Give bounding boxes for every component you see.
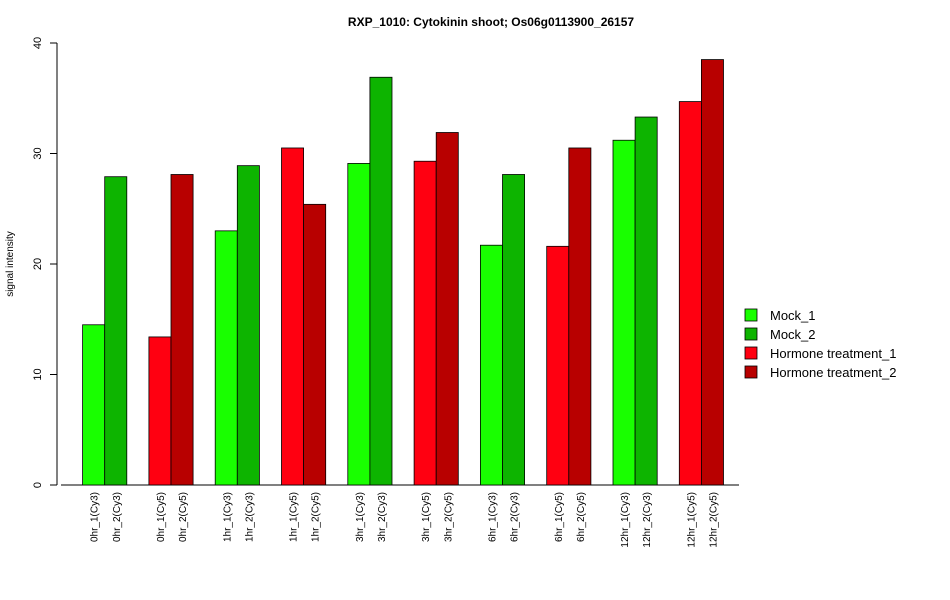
x-tick-label: 12hr_2(Cy5) (708, 492, 719, 548)
y-axis: 0 10 20 30 40 (32, 37, 58, 488)
bar (170, 174, 194, 486)
legend-swatch (744, 327, 758, 341)
y-tick-label: 0 (32, 482, 44, 488)
x-tick-label: 6hr_2(Cy3) (510, 492, 521, 542)
y-tick-label: 30 (32, 147, 44, 159)
bar (236, 165, 260, 486)
legend-label: Hormone treatment_1 (770, 346, 896, 361)
legend-label: Hormone treatment_2 (770, 365, 896, 380)
legend-swatch (744, 346, 758, 360)
x-tick-label: 3hr_1(Cy5) (421, 492, 432, 542)
x-tick-label: 1hr_1(Cy5) (289, 492, 300, 542)
bar (546, 245, 570, 486)
bar (347, 163, 371, 486)
x-tick-label: 3hr_2(Cy5) (443, 492, 454, 542)
x-tick-label: 12hr_2(Cy3) (642, 492, 653, 548)
x-tick-label: 0hr_1(Cy5) (156, 492, 167, 542)
y-tick-label: 20 (32, 258, 44, 270)
x-tick-label: 6hr_1(Cy3) (487, 492, 498, 542)
bar (568, 147, 592, 486)
bar (82, 324, 106, 486)
bar (148, 336, 172, 486)
y-tick-label: 40 (32, 37, 44, 49)
bar (413, 160, 437, 486)
bar (369, 76, 393, 486)
y-axis-label: signal intensity (5, 231, 16, 297)
bar (479, 244, 503, 486)
bar (104, 176, 128, 486)
bar (214, 230, 238, 486)
bar (435, 132, 459, 486)
bar (502, 174, 526, 486)
bar (701, 59, 724, 486)
bars-group (82, 59, 724, 486)
bar (281, 147, 305, 486)
x-tick-label: 0hr_2(Cy5) (178, 492, 189, 542)
x-tick-label: 3hr_2(Cy3) (377, 492, 388, 542)
x-tick-label: 1hr_2(Cy5) (311, 492, 322, 542)
legend-swatch (744, 365, 758, 379)
bar (678, 101, 702, 486)
x-tick-label: 6hr_1(Cy5) (554, 492, 565, 542)
legend-label: Mock_1 (770, 308, 816, 323)
x-tick-label: 12hr_1(Cy3) (620, 492, 631, 548)
x-tick-label: 0hr_1(Cy3) (90, 492, 101, 542)
bar (612, 139, 636, 486)
y-tick-label: 10 (32, 368, 44, 380)
x-tick-label: 6hr_2(Cy5) (576, 492, 587, 542)
x-tick-label: 0hr_2(Cy3) (112, 492, 123, 542)
legend-label: Mock_2 (770, 327, 816, 342)
legend-swatch (744, 308, 758, 322)
bar (634, 116, 658, 486)
x-tick-labels: 0hr_1(Cy3) 0hr_2(Cy3) 0hr_1(Cy5) 0hr_2(Cy5)… (90, 492, 720, 548)
x-tick-label: 12hr_1(Cy5) (686, 492, 697, 548)
chart-title: RXP_1010: Cytokinin shoot; Os06g0113900_… (348, 15, 634, 29)
x-tick-label: 1hr_2(Cy3) (244, 492, 255, 542)
legend: Mock_1 Mock_2 Hormone treatment_1 Hormone t… (744, 308, 896, 380)
x-tick-label: 1hr_1(Cy3) (222, 492, 233, 542)
bar (303, 203, 327, 486)
x-tick-label: 3hr_1(Cy3) (355, 492, 366, 542)
